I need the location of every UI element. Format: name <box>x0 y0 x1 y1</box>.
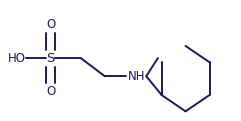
Text: NH: NH <box>127 70 145 83</box>
Text: O: O <box>46 85 55 98</box>
Text: HO: HO <box>8 52 26 65</box>
Text: O: O <box>46 18 55 31</box>
Text: S: S <box>47 52 55 65</box>
